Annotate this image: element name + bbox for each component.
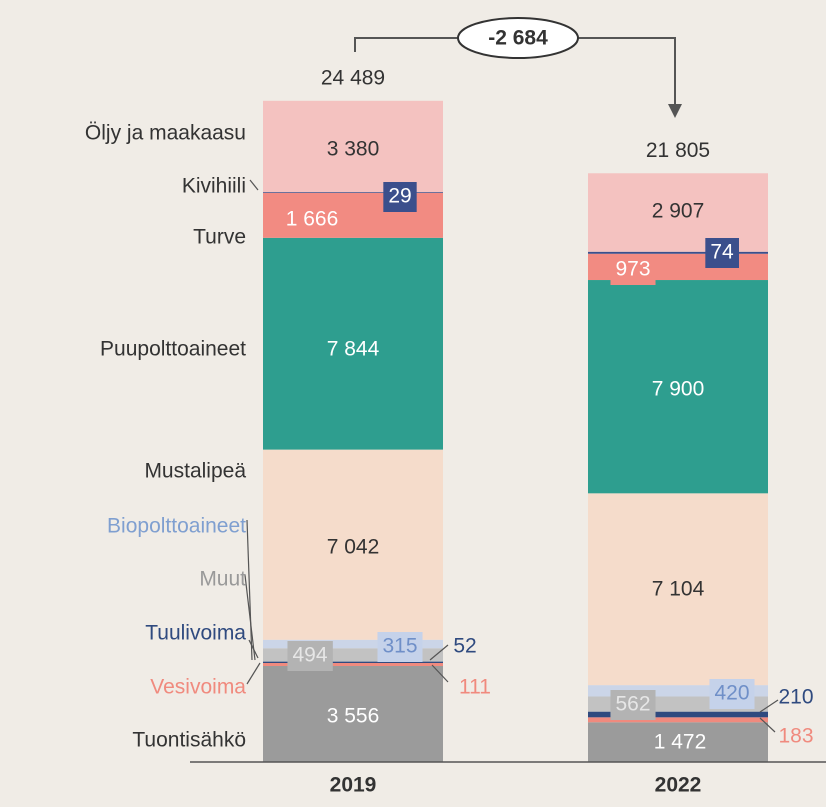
value-label: 3 556 xyxy=(327,705,380,728)
difference-badge xyxy=(457,17,579,59)
bar-segment xyxy=(263,192,443,193)
legend-label: Turve xyxy=(193,226,246,249)
leader-line xyxy=(246,519,253,661)
value-label: 74 xyxy=(710,241,734,264)
value-label: 7 900 xyxy=(652,378,705,401)
value-label: 7 104 xyxy=(652,578,705,601)
legend-label: Tuulivoima xyxy=(145,622,246,645)
legend-label: Mustalipeä xyxy=(144,460,246,483)
value-label: 2 907 xyxy=(652,200,705,223)
bar-segment xyxy=(263,665,443,762)
legend-label: Öljy ja maakaasu xyxy=(85,122,246,145)
value-label: 210 xyxy=(778,686,813,709)
bar-segment xyxy=(263,639,443,649)
value-label: 7 042 xyxy=(327,536,380,559)
arrow-head xyxy=(668,104,682,118)
bar-segment xyxy=(263,100,443,193)
value-label: 1 472 xyxy=(654,731,707,754)
leader-line xyxy=(248,639,259,659)
leader-line xyxy=(759,699,779,713)
value-label-box xyxy=(287,641,333,671)
value-label: 7 844 xyxy=(327,338,380,361)
leader-line xyxy=(431,664,449,683)
value-label-box xyxy=(383,182,417,212)
total-label: 21 805 xyxy=(646,139,710,162)
bar-segment xyxy=(588,280,768,494)
value-label: 420 xyxy=(714,682,749,705)
total-label: 24 489 xyxy=(321,66,385,89)
category-label: 2022 xyxy=(655,774,702,797)
legend-label: Vesivoima xyxy=(150,676,246,699)
legend-label: Muut xyxy=(199,568,246,591)
legend-label: Biopolttoaineet xyxy=(107,515,246,538)
leader-lines xyxy=(244,179,779,733)
legend-label: Puupolttoaineet xyxy=(100,338,246,361)
leader-line xyxy=(759,717,776,733)
value-label-box xyxy=(377,632,423,662)
value-label: 111 xyxy=(459,676,491,699)
bar-segment xyxy=(588,711,768,718)
leader-line xyxy=(246,662,261,685)
value-label: 29 xyxy=(388,185,411,208)
value-label: 1 666 xyxy=(286,208,339,231)
value-label: 562 xyxy=(615,693,650,716)
bar-segment xyxy=(263,661,443,663)
value-label: 3 380 xyxy=(327,138,380,161)
value-label: 52 xyxy=(453,635,476,658)
leader-line xyxy=(249,179,259,191)
difference-label: -2 684 xyxy=(488,27,548,50)
bar-segment xyxy=(588,251,768,254)
value-label: 494 xyxy=(292,644,327,667)
value-label: 973 xyxy=(615,258,650,281)
legend-label: Kivihiili xyxy=(182,175,246,198)
bar-segment xyxy=(588,717,768,723)
value-label-box xyxy=(610,255,656,285)
value-label-box xyxy=(610,690,656,720)
value-label-box xyxy=(709,679,755,709)
value-label: 315 xyxy=(382,635,417,658)
bar-segment xyxy=(588,685,768,697)
bar-segment xyxy=(263,449,443,640)
category-label: 2019 xyxy=(330,774,377,797)
leader-line xyxy=(244,574,256,661)
legend-label: Tuontisähkö xyxy=(132,729,246,752)
bar-segment xyxy=(263,662,443,666)
leader-line xyxy=(429,644,449,661)
difference-bracket xyxy=(354,37,676,108)
value-label-box xyxy=(705,238,739,268)
bar-segment xyxy=(588,722,768,762)
bar-segment xyxy=(588,493,768,686)
value-label: 183 xyxy=(778,725,813,748)
bar-segment xyxy=(263,237,443,450)
